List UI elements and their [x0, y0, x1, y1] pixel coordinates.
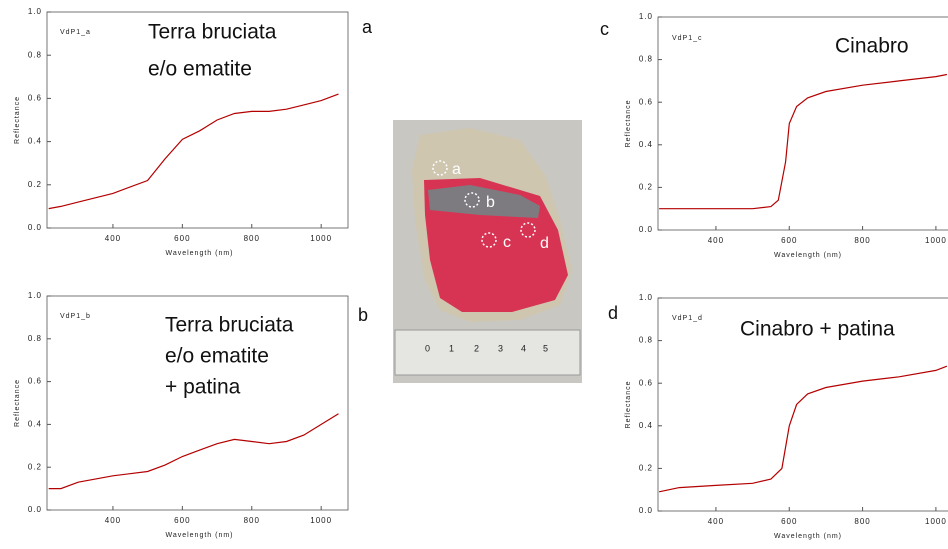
annotation: Terra bruciata — [148, 21, 277, 44]
y-tick-label: 0.6 — [28, 377, 42, 386]
y-tick-label: 0.2 — [28, 462, 42, 471]
y-tick-label: 1.0 — [28, 7, 42, 16]
y-tick-label: 1.0 — [639, 293, 653, 302]
x-tick-label: 800 — [244, 234, 260, 243]
x-tick-label: 800 — [854, 236, 870, 245]
photo-label: d — [540, 235, 549, 252]
ruler-label: 5 — [543, 343, 548, 353]
y-tick-label: 0.4 — [639, 140, 653, 149]
y-tick-label: 0.6 — [639, 378, 653, 387]
annotation: e/o ematite — [148, 58, 252, 81]
panel-label: b — [358, 305, 368, 325]
y-tick-label: 0.8 — [28, 334, 42, 343]
x-tick-label: 1000 — [310, 234, 332, 243]
x-tick-label: 600 — [174, 234, 190, 243]
y-tick-label: 0.8 — [28, 50, 42, 59]
y-tick-label: 0.0 — [28, 505, 42, 514]
spectrum-line — [659, 75, 947, 209]
ruler-label: 2 — [474, 343, 479, 353]
y-tick-label: 0.6 — [28, 94, 42, 103]
plot-frame — [47, 12, 348, 228]
panel-label: c — [600, 19, 609, 39]
x-tick-label: 400 — [105, 516, 121, 525]
x-tick-label: 1000 — [925, 517, 947, 526]
x-tick-label: 600 — [781, 517, 797, 526]
annotation: Cinabro + patina — [740, 318, 895, 341]
ruler-label: 0 — [425, 343, 430, 353]
annotation: + patina — [165, 376, 241, 399]
y-tick-label: 0.0 — [639, 506, 653, 515]
panel-label: d — [608, 303, 618, 323]
sample-label: VdP1_c — [672, 35, 703, 42]
x-tick-label: 800 — [854, 517, 870, 526]
y-tick-label: 0.4 — [28, 137, 42, 146]
x-tick-label: 400 — [105, 234, 121, 243]
x-axis-label: Wavelength (nm) — [774, 252, 842, 259]
x-tick-label: 400 — [708, 517, 724, 526]
x-tick-label: 800 — [244, 516, 260, 525]
photo-label: c — [503, 234, 511, 251]
y-tick-label: 0.8 — [639, 336, 653, 345]
ruler — [395, 330, 580, 375]
y-tick-label: 1.0 — [28, 291, 42, 300]
annotation: e/o ematite — [165, 345, 269, 368]
y-tick-label: 0.0 — [639, 225, 653, 234]
x-axis-label: Wavelength (nm) — [165, 532, 233, 539]
y-tick-label: 0.2 — [639, 183, 653, 192]
y-axis-label: Reflectance — [14, 96, 21, 144]
spectrum-line — [49, 414, 339, 489]
ruler-label: 3 — [498, 343, 503, 353]
ruler-label: 4 — [521, 343, 526, 353]
y-tick-label: 0.2 — [28, 180, 42, 189]
annotation: Terra bruciata — [165, 314, 294, 337]
y-axis-label: Reflectance — [625, 100, 632, 148]
y-tick-label: 0.4 — [28, 420, 42, 429]
x-tick-label: 1000 — [925, 236, 947, 245]
sample-label: VdP1_b — [60, 313, 91, 320]
sample-photo: a b c d 0 1 2 3 4 5 — [393, 120, 582, 383]
y-tick-label: 0.4 — [639, 421, 653, 430]
x-axis-label: Wavelength (nm) — [774, 533, 842, 540]
photo-label: a — [452, 161, 461, 178]
y-tick-label: 0.6 — [639, 97, 653, 106]
y-tick-label: 0.8 — [639, 55, 653, 64]
x-tick-label: 600 — [781, 236, 797, 245]
panel-label: a — [362, 17, 373, 37]
figure: a b c d 0 1 2 3 4 5 0.00.20.40.60.81.040… — [0, 0, 948, 549]
ruler-label: 1 — [449, 343, 454, 353]
y-axis-label: Reflectance — [14, 379, 21, 427]
x-axis-label: Wavelength (nm) — [165, 250, 233, 257]
sample-label: VdP1_a — [60, 29, 91, 36]
x-tick-label: 600 — [174, 516, 190, 525]
y-tick-label: 1.0 — [639, 12, 653, 21]
x-tick-label: 400 — [708, 236, 724, 245]
spectrum-line — [49, 94, 339, 209]
y-axis-label: Reflectance — [625, 381, 632, 429]
spectrum-line — [659, 366, 947, 492]
y-tick-label: 0.0 — [28, 223, 42, 232]
annotation: Cinabro — [835, 35, 909, 58]
x-tick-label: 1000 — [310, 516, 332, 525]
y-tick-label: 0.2 — [639, 464, 653, 473]
photo-label: b — [486, 194, 495, 211]
sample-label: VdP1_d — [672, 315, 703, 322]
